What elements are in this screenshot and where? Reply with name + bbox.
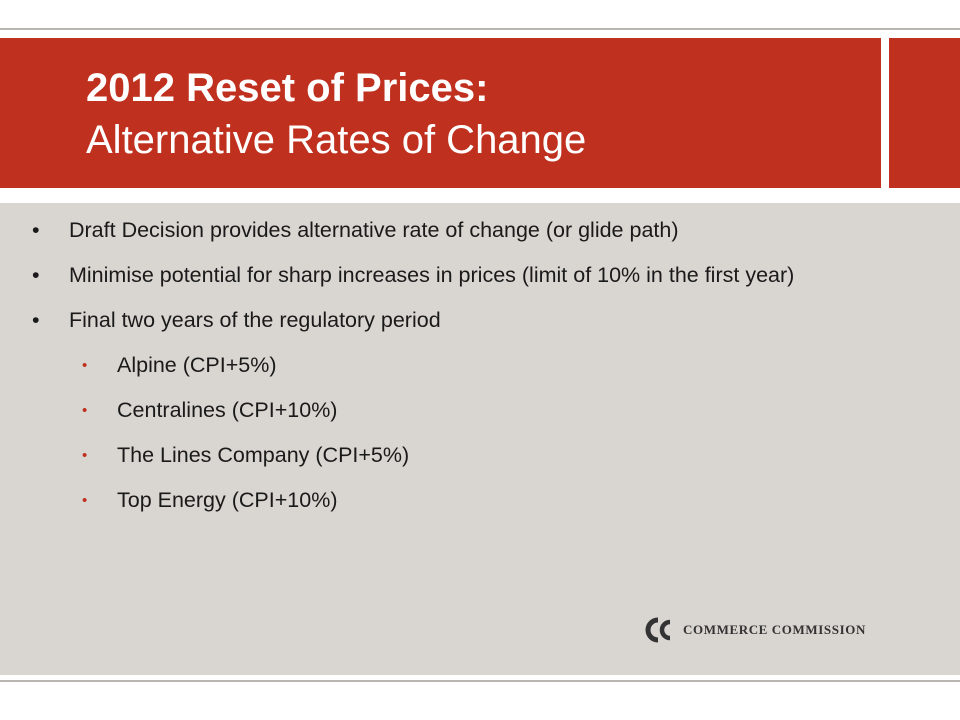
content-panel (0, 203, 960, 675)
bullet-text: Top Energy (CPI+10%) (117, 488, 338, 512)
bullet-item: • Minimise potential for sharp increases … (0, 260, 820, 291)
bullet-text: Alpine (CPI+5%) (117, 353, 277, 377)
bullet-list: • Draft Decision provides alternative rat… (0, 215, 820, 530)
bullet-item: • Draft Decision provides alternative rat… (0, 215, 820, 246)
sub-bullet-dot-icon: • (82, 492, 88, 509)
bullet-text: The Lines Company (CPI+5%) (117, 443, 410, 467)
sub-bullet-item: • Centralines (CPI+10%) (0, 395, 820, 426)
bullet-text: Final two years of the regulatory period (69, 308, 441, 332)
bottom-divider (0, 680, 960, 682)
bullet-text: Minimise potential for sharp increases i… (69, 263, 795, 287)
bullet-dot-icon: • (32, 218, 40, 242)
bullet-dot-icon: • (32, 308, 40, 332)
bullet-dot-icon: • (32, 263, 40, 287)
sub-bullet-item: • Top Energy (CPI+10%) (0, 485, 820, 516)
sub-bullet-item: • The Lines Company (CPI+5%) (0, 440, 820, 471)
commerce-commission-logo: COMMERCE COMMISSION (643, 617, 866, 643)
sub-bullet-dot-icon: • (82, 402, 88, 419)
sub-bullet-dot-icon: • (82, 357, 88, 374)
sub-bullet-item: • Alpine (CPI+5%) (0, 350, 820, 381)
sub-bullet-dot-icon: • (82, 447, 88, 464)
slide-subtitle: Alternative Rates of Change (86, 118, 587, 162)
bullet-text: Draft Decision provides alternative rate… (69, 218, 679, 242)
bullet-item: • Final two years of the regulatory perio… (0, 305, 820, 336)
bullet-text: Centralines (CPI+10%) (117, 398, 338, 422)
logo-text: COMMERCE COMMISSION (683, 622, 866, 637)
slide-title-bold: 2012 Reset of Prices: (86, 66, 489, 110)
top-divider (0, 28, 960, 30)
commerce-commission-logo-icon (645, 617, 671, 643)
title-banner (0, 38, 881, 188)
title-banner-tab (889, 38, 960, 188)
slide-title: 2012 Reset of Prices: Alternative Rates … (86, 62, 586, 166)
